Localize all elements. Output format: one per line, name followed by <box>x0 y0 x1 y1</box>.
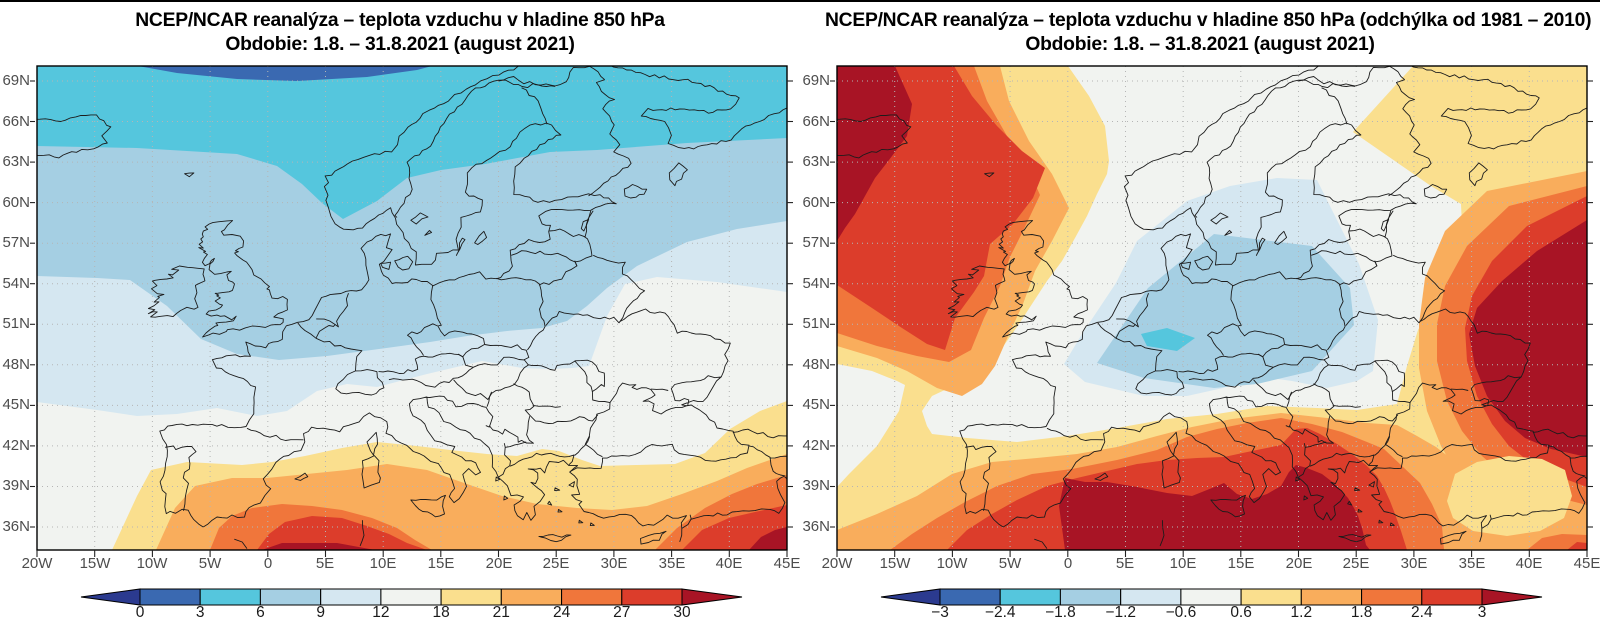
svg-text:18: 18 <box>432 604 449 619</box>
svg-text:30: 30 <box>673 604 691 619</box>
svg-text:12: 12 <box>372 604 389 619</box>
svg-text:2.4: 2.4 <box>1411 604 1433 619</box>
svg-text:1.2: 1.2 <box>1291 604 1313 619</box>
svg-text:24: 24 <box>553 604 571 619</box>
svg-text:9: 9 <box>316 604 325 619</box>
svg-text:1.8: 1.8 <box>1351 604 1373 619</box>
svg-text:−2.4: −2.4 <box>985 604 1016 619</box>
svg-text:0.6: 0.6 <box>1230 604 1252 619</box>
svg-text:21: 21 <box>493 604 510 619</box>
svg-text:3: 3 <box>196 604 205 619</box>
svg-text:0: 0 <box>136 604 145 619</box>
svg-text:−1.2: −1.2 <box>1105 604 1136 619</box>
svg-text:−0.6: −0.6 <box>1166 604 1197 619</box>
svg-text:6: 6 <box>256 604 265 619</box>
svg-text:3: 3 <box>1478 604 1487 619</box>
svg-text:27: 27 <box>613 604 630 619</box>
svg-text:−3: −3 <box>931 604 949 619</box>
svg-text:−1.8: −1.8 <box>1045 604 1076 619</box>
